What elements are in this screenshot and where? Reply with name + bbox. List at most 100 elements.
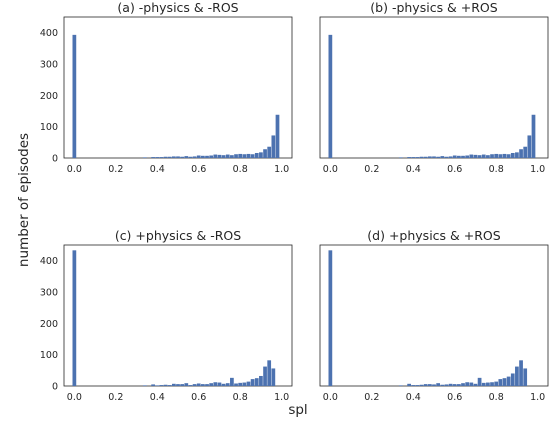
- x-tick-label: 0.4: [150, 392, 165, 403]
- histogram-bar: [271, 368, 276, 386]
- histogram-bar: [436, 156, 441, 158]
- histogram-bar: [419, 384, 424, 386]
- histogram-bar: [176, 156, 180, 158]
- plot-frame: [319, 244, 549, 387]
- histogram-bar: [444, 156, 449, 158]
- x-tick-label: 1.0: [530, 164, 545, 175]
- x-tick-label: 0.4: [150, 164, 165, 175]
- histogram-bar: [531, 114, 536, 158]
- histogram-bar: [523, 146, 528, 158]
- histogram-bar: [473, 154, 478, 158]
- histogram-bar: [469, 382, 474, 386]
- x-tick-label: 0.0: [323, 164, 338, 175]
- histogram-bar: [192, 156, 197, 158]
- x-tick-label: 0.4: [406, 392, 421, 403]
- histogram-bar: [151, 157, 155, 158]
- histogram-bar: [398, 157, 403, 158]
- histogram-bar: [481, 382, 486, 386]
- histogram-bar: [275, 114, 280, 158]
- histogram-bar: [209, 155, 214, 158]
- x-tick-label: 0.6: [447, 164, 462, 175]
- histogram-bar: [201, 384, 205, 386]
- histogram-bar: [457, 155, 461, 158]
- histogram-bar: [250, 154, 255, 158]
- histogram-bar: [510, 373, 515, 386]
- chart-panel-4: (d) +physics & +ROS 0.0 0.2 0.4 0.6 0.8 1.0: [319, 228, 549, 403]
- histogram-bar: [436, 383, 441, 386]
- x-tick-label: 0.2: [108, 164, 123, 175]
- histogram-bar: [506, 376, 511, 386]
- histogram-bar: [328, 250, 333, 386]
- histogram-bar: [159, 157, 164, 158]
- x-tick-label: 0.6: [191, 164, 206, 175]
- histogram-bar: [510, 152, 515, 158]
- histogram-bar: [469, 154, 474, 158]
- x-tick-label: 0.0: [67, 392, 82, 403]
- histogram-bar: [209, 383, 214, 386]
- histogram-bar: [242, 382, 247, 386]
- histogram-bar: [234, 383, 238, 386]
- histogram-bar: [72, 34, 77, 158]
- histogram-bar: [473, 383, 478, 386]
- x-tick-label: 0.2: [364, 164, 379, 175]
- histogram-bar: [225, 154, 230, 158]
- x-tick-label: 1.0: [274, 164, 289, 175]
- histogram-bar: [477, 377, 482, 386]
- plot-frame: [63, 16, 293, 159]
- panel-title: (c) +physics & -ROS: [115, 228, 241, 243]
- histogram-bar: [163, 384, 168, 386]
- histogram-bar: [254, 152, 259, 158]
- histogram-bar: [502, 378, 507, 386]
- histogram-bar: [184, 383, 189, 386]
- x-tick-label: 1.0: [274, 392, 289, 403]
- histogram-bar: [151, 384, 155, 386]
- histogram-bar: [515, 366, 519, 386]
- histogram-bar: [481, 154, 486, 158]
- histogram-bar: [201, 155, 205, 158]
- panel-title: (d) +physics & +ROS: [367, 228, 500, 243]
- x-tick-label: 0.4: [406, 164, 421, 175]
- histogram-bar: [440, 156, 445, 158]
- histogram-bar: [427, 156, 432, 158]
- x-tick-label: 0.6: [191, 392, 206, 403]
- histogram-bar: [155, 385, 160, 386]
- x-tick-label: 0.8: [489, 392, 504, 403]
- histogram-bar: [494, 153, 499, 158]
- histogram-bar: [142, 157, 147, 158]
- x-tick-label: 0.6: [447, 392, 462, 403]
- histogram-bar: [490, 154, 494, 158]
- y-tick-label: 300: [40, 288, 58, 299]
- histogram-bar: [246, 381, 251, 386]
- histogram-bar: [176, 384, 180, 386]
- figure-x-axis-label: spl: [288, 402, 307, 418]
- y-tick-label: 0: [52, 154, 58, 165]
- histogram-bar: [263, 149, 267, 158]
- chart-panel-2: (b) -physics & +ROS 0.0 0.2 0.4 0.6 0.8 1.0: [319, 0, 549, 175]
- histogram-bar: [167, 156, 172, 158]
- histogram-bar: [238, 382, 243, 386]
- y-tick-label: 400: [40, 256, 58, 267]
- histogram-bar: [477, 155, 482, 158]
- histogram-bar: [452, 384, 457, 386]
- histogram-bar: [415, 157, 420, 158]
- histogram-bar: [465, 382, 470, 386]
- histogram-bar: [457, 384, 461, 386]
- plot-frame: [319, 16, 549, 159]
- x-tick-label: 0.8: [489, 164, 504, 175]
- histogram-bar: [461, 155, 465, 158]
- histogram-bar: [196, 155, 201, 158]
- y-tick-label: 200: [40, 91, 58, 102]
- histogram-bar: [250, 379, 255, 386]
- y-tick-label: 200: [40, 319, 58, 330]
- histogram-bar: [448, 383, 453, 386]
- y-tick-label: 100: [40, 350, 58, 361]
- histogram-bar: [254, 378, 259, 386]
- panel-title: (b) -physics & +ROS: [370, 0, 497, 15]
- histogram-bar: [184, 156, 189, 158]
- histogram-bar: [461, 383, 465, 386]
- y-tick-label: 400: [40, 28, 58, 39]
- histogram-bar: [523, 368, 528, 386]
- histogram-bar: [259, 152, 263, 158]
- histogram-bar: [519, 149, 523, 158]
- histogram-bar: [423, 384, 428, 386]
